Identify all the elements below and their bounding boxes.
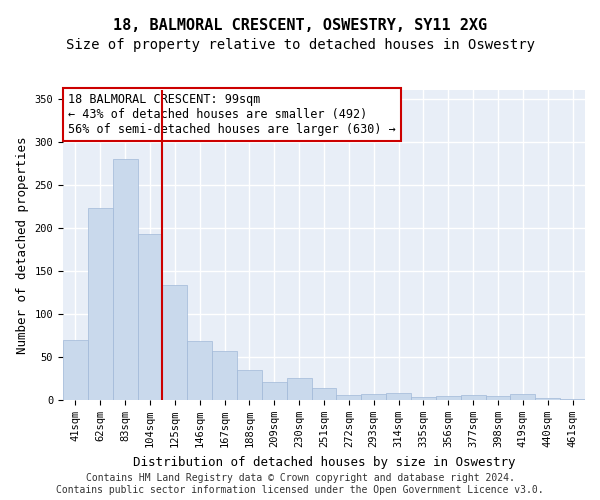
Bar — [411, 398, 436, 400]
Bar — [237, 370, 262, 400]
Bar — [311, 388, 337, 400]
Bar — [212, 351, 237, 400]
Bar — [485, 396, 511, 400]
Bar — [187, 340, 212, 400]
Bar — [63, 340, 88, 400]
Text: 18, BALMORAL CRESCENT, OSWESTRY, SY11 2XG: 18, BALMORAL CRESCENT, OSWESTRY, SY11 2X… — [113, 18, 487, 32]
Bar — [287, 378, 311, 400]
Bar — [113, 159, 137, 400]
Bar — [137, 234, 163, 400]
Text: 18 BALMORAL CRESCENT: 99sqm
← 43% of detached houses are smaller (492)
56% of se: 18 BALMORAL CRESCENT: 99sqm ← 43% of det… — [68, 93, 396, 136]
Bar — [461, 395, 485, 400]
Bar — [436, 396, 461, 400]
Bar — [163, 284, 187, 400]
Bar — [262, 382, 287, 400]
Bar — [88, 208, 113, 400]
X-axis label: Distribution of detached houses by size in Oswestry: Distribution of detached houses by size … — [133, 456, 515, 468]
Bar — [511, 394, 535, 400]
Bar — [386, 393, 411, 400]
Text: Contains HM Land Registry data © Crown copyright and database right 2024.
Contai: Contains HM Land Registry data © Crown c… — [56, 474, 544, 495]
Y-axis label: Number of detached properties: Number of detached properties — [16, 136, 29, 354]
Bar — [337, 395, 361, 400]
Bar — [361, 394, 386, 400]
Text: Size of property relative to detached houses in Oswestry: Size of property relative to detached ho… — [65, 38, 535, 52]
Bar — [535, 398, 560, 400]
Bar — [560, 399, 585, 400]
